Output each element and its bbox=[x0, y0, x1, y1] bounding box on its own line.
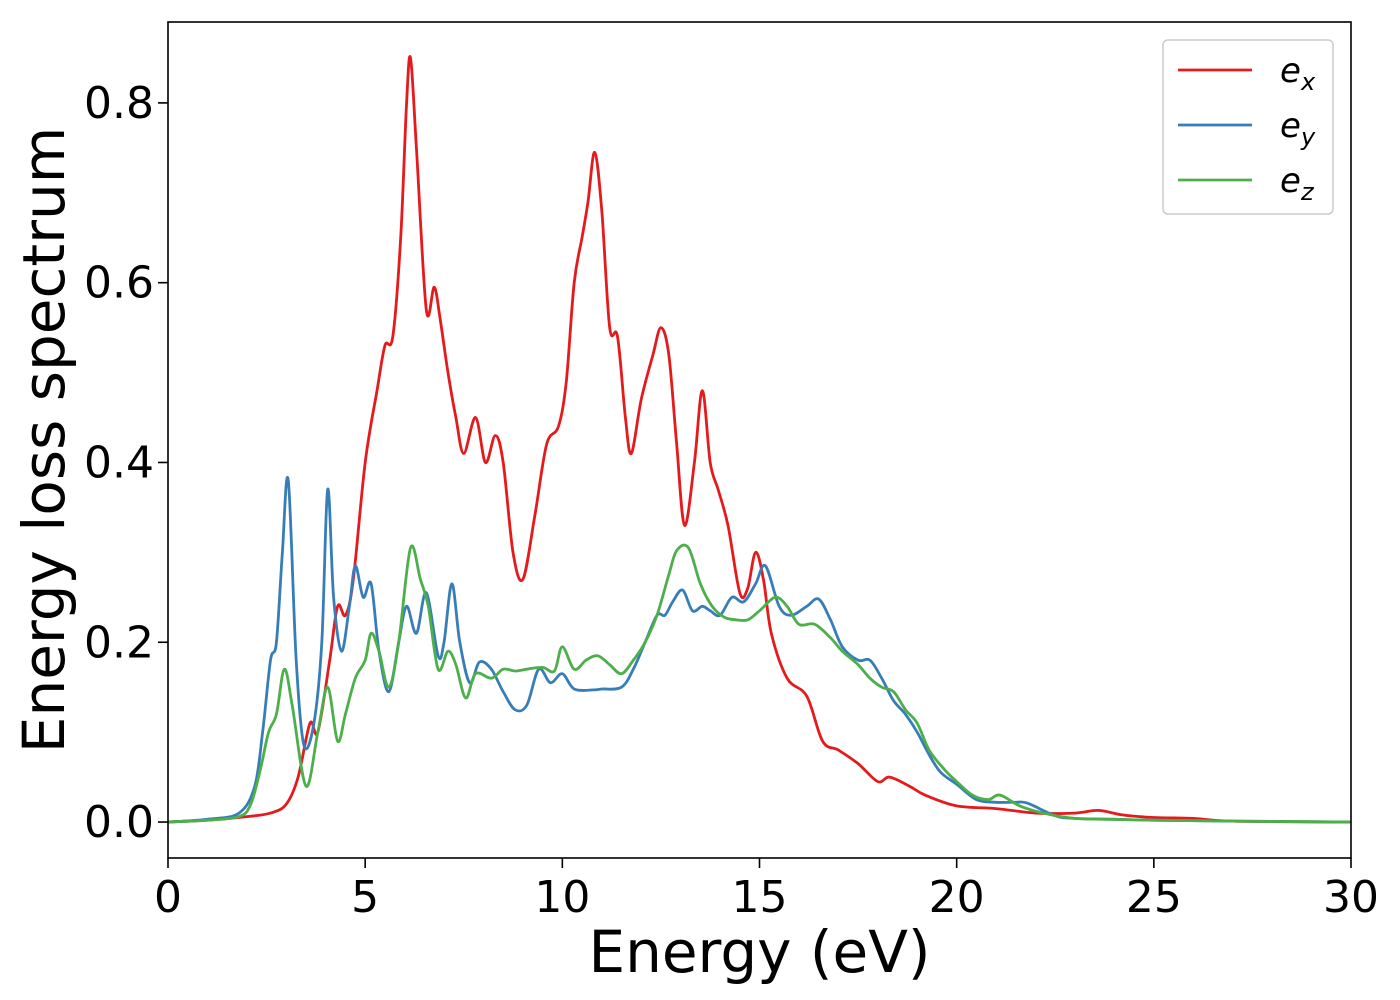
x-tick-label: 10 bbox=[534, 872, 590, 923]
series-layer bbox=[168, 55, 1351, 824]
legend-label: e bbox=[1280, 51, 1301, 91]
x-axis-title: Energy (eV) bbox=[588, 918, 930, 986]
legend-label: e bbox=[1280, 106, 1301, 146]
x-tick-label: 25 bbox=[1126, 872, 1182, 923]
legend-label: e bbox=[1280, 161, 1301, 201]
legend-label-sub: z bbox=[1300, 178, 1315, 206]
y-tick-label: 0.6 bbox=[84, 258, 154, 309]
legend: e xe ye z bbox=[1162, 39, 1334, 215]
x-tick-label: 30 bbox=[1323, 872, 1379, 923]
legend-label-sub: y bbox=[1300, 123, 1316, 151]
legend-label-sub: x bbox=[1300, 68, 1316, 96]
series-line-e-x bbox=[168, 55, 1351, 824]
series-line-e-z bbox=[168, 543, 1351, 824]
y-tick-label: 0.8 bbox=[84, 78, 154, 129]
series-line-e-y bbox=[168, 476, 1351, 824]
y-axis-title: Energy loss spectrum bbox=[10, 127, 78, 753]
y-tick-label: 0.4 bbox=[84, 437, 154, 488]
x-tick-label: 0 bbox=[154, 872, 182, 923]
x-tick-label: 5 bbox=[351, 872, 379, 923]
legend-box bbox=[1162, 39, 1334, 215]
x-tick-label: 15 bbox=[732, 872, 788, 923]
x-axis: 0 5 10 15 20 25 30 bbox=[154, 858, 1379, 923]
y-tick-label: 0.2 bbox=[84, 617, 154, 668]
x-tick-label: 20 bbox=[929, 872, 985, 923]
y-tick-label: 0.0 bbox=[84, 797, 154, 848]
y-axis: 0.0 0.2 0.4 0.6 0.8 bbox=[84, 78, 168, 848]
